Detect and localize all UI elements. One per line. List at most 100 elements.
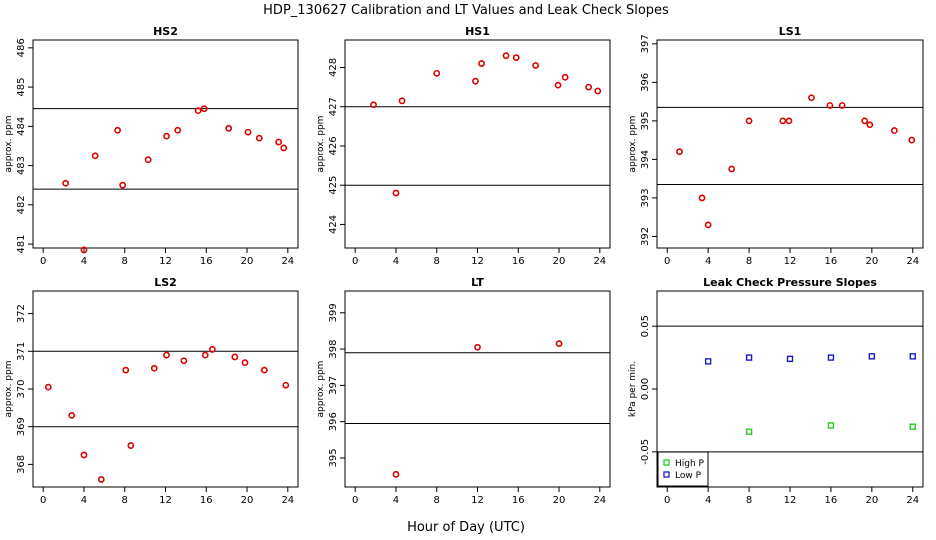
data-point (502, 52, 510, 60)
y-axis-label: approx. ppm (628, 116, 638, 173)
figure-title: HDP_130627 Calibration and LT Values and… (263, 3, 669, 18)
y-tick-label: 484 (16, 117, 27, 136)
y-tick-label: 392 (640, 227, 651, 246)
data-point (785, 117, 793, 125)
plot-frame (344, 290, 611, 488)
y-tick-label: 485 (16, 78, 27, 97)
x-tick-label: 12 (784, 495, 797, 506)
legend-label: Low P (675, 471, 702, 481)
data-point (163, 132, 170, 140)
x-tick-label: 16 (512, 256, 525, 267)
y-axis-label: approx. ppm (4, 361, 14, 418)
y-tick-label: 398 (328, 340, 339, 359)
x-tick-label: 12 (159, 495, 172, 506)
x-tick-label: 24 (281, 495, 294, 506)
plot-frame (656, 39, 924, 249)
panel-title: LT (471, 276, 484, 289)
plot-frame (32, 290, 299, 488)
data-point (827, 422, 835, 429)
data-point (370, 101, 377, 109)
y-tick-label: 483 (16, 156, 27, 175)
y-axis-label: kPa per min. (628, 361, 638, 417)
panel-2: HS1 0 4 8 12 16 20 24 424 425 426 427 428 approx. ppm (316, 25, 611, 267)
y-tick-label: 369 (16, 417, 27, 436)
y-tick-label: 399 (328, 303, 339, 322)
panel-6: Leak Check Pressure Slopes 0 4 8 12 16 20 24 -0.… (628, 276, 924, 506)
data-point (275, 138, 283, 146)
x-tick-label: 12 (471, 256, 484, 267)
x-tick-label: 0 (352, 495, 358, 506)
x-tick-label: 16 (200, 256, 213, 267)
x-tick-label: 0 (664, 495, 670, 506)
y-tick-label: 396 (640, 73, 651, 92)
y-tick-label: 397 (640, 34, 651, 53)
data-point (255, 134, 263, 142)
y-tick-label: 486 (16, 38, 27, 57)
panel-title: Leak Check Pressure Slopes (703, 276, 877, 289)
panel-3: LS1 0 4 8 12 16 20 24 392 393 394 395 396 397 approx. … (628, 25, 924, 267)
y-tick-label: 370 (16, 379, 27, 398)
data-point (554, 81, 562, 89)
data-point (909, 423, 916, 430)
data-point (561, 73, 569, 81)
y-tick-label: 371 (16, 342, 27, 361)
data-point (201, 351, 209, 359)
data-point (532, 62, 539, 69)
panel-5: LT 0 4 8 12 16 20 24 395 396 397 398 399 approx. ppm (316, 276, 611, 506)
x-tick-label: 4 (393, 256, 399, 267)
data-point (398, 97, 406, 105)
data-point (392, 189, 400, 197)
x-tick-label: 0 (664, 256, 670, 267)
x-tick-label: 20 (241, 495, 254, 506)
x-tick-label: 20 (553, 256, 566, 267)
x-tick-label: 8 (746, 256, 752, 267)
x-tick-label: 24 (281, 256, 294, 267)
y-tick-label: 395 (328, 448, 339, 467)
data-point (119, 181, 127, 189)
panel-title: LS2 (154, 276, 177, 289)
data-point (97, 476, 105, 483)
data-point (433, 69, 441, 77)
data-point (91, 152, 99, 160)
x-tick-label: 24 (593, 256, 606, 267)
data-point (866, 121, 874, 129)
data-point (280, 144, 288, 152)
data-point (745, 354, 753, 361)
data-point (808, 94, 815, 102)
y-tick-label: 393 (640, 188, 651, 207)
data-point (478, 60, 485, 67)
x-tick-label: 20 (865, 495, 878, 506)
data-point (392, 470, 400, 478)
data-point (786, 355, 794, 363)
x-tick-label: 12 (471, 495, 484, 506)
data-point (745, 117, 753, 125)
x-tick-label: 24 (906, 256, 919, 267)
data-point (231, 353, 239, 361)
x-tick-label: 8 (434, 256, 440, 267)
data-point (474, 343, 481, 351)
y-tick-label: 397 (328, 376, 339, 395)
data-point (144, 156, 152, 164)
x-tick-label: 0 (40, 495, 46, 506)
data-point (472, 77, 479, 85)
y-tick-label: 427 (328, 97, 339, 116)
data-point (244, 128, 252, 136)
panel-title: LS1 (779, 25, 802, 38)
data-point (890, 127, 898, 134)
data-point (122, 366, 130, 374)
y-tick-label: 396 (328, 412, 339, 431)
x-tick-label: 16 (200, 495, 213, 506)
y-tick-label: -0.05 (640, 439, 651, 465)
y-axis-label: approx. ppm (4, 116, 14, 173)
data-point (127, 442, 135, 449)
y-tick-label: 368 (16, 455, 27, 474)
data-point (180, 357, 188, 365)
figure-x-axis-label: Hour of Day (UTC) (407, 520, 525, 535)
x-tick-label: 4 (81, 495, 87, 506)
x-tick-label: 24 (593, 495, 606, 506)
data-point (80, 451, 88, 459)
x-tick-label: 4 (81, 256, 87, 267)
x-tick-label: 8 (122, 495, 128, 506)
data-point (68, 411, 76, 419)
